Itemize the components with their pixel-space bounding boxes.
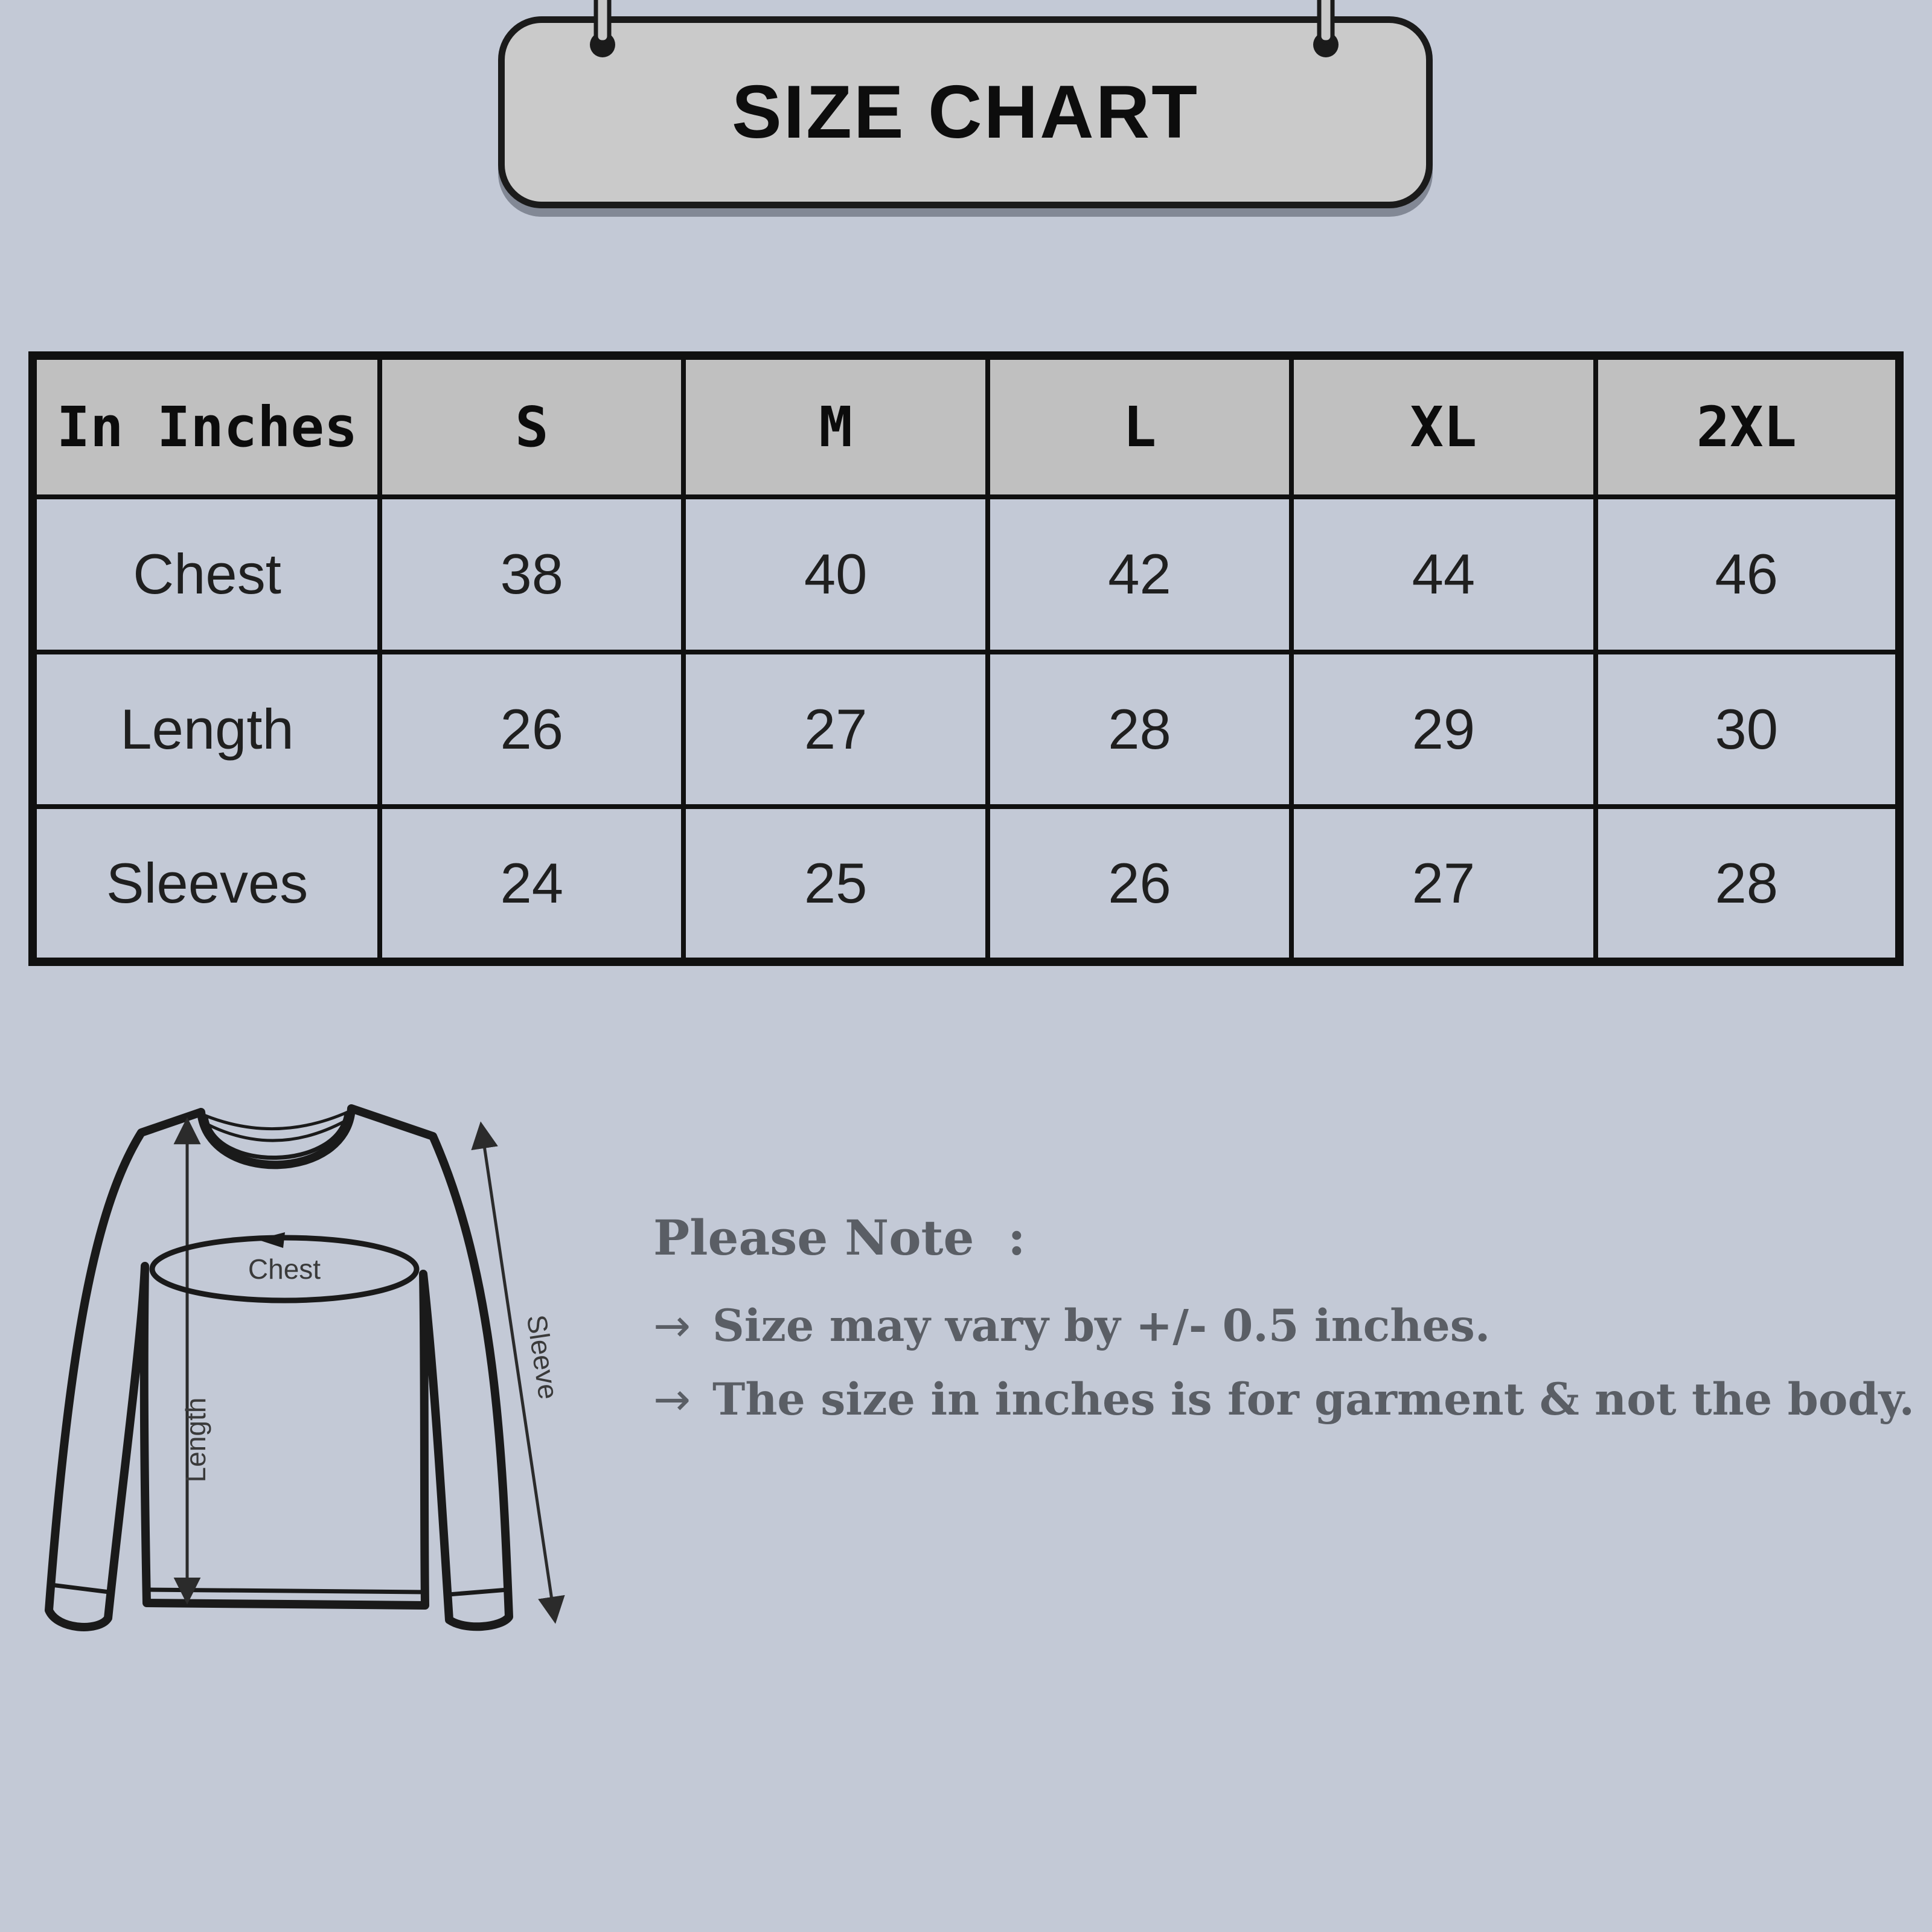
right-arrow-icon: → — [653, 1300, 691, 1352]
chest-2xl: 46 — [1593, 494, 1902, 654]
sign-string-right-icon — [1313, 0, 1339, 57]
unit-header-cell: In Inches — [30, 353, 383, 499]
sleeves-l: 26 — [985, 804, 1294, 964]
row-label-chest: Chest — [30, 494, 383, 654]
collar-inner-line — [203, 1111, 349, 1160]
length-l: 28 — [985, 649, 1294, 810]
sleeves-xl: 27 — [1289, 804, 1598, 964]
size-header-2xl: 2XL — [1593, 353, 1902, 499]
chest-xl: 44 — [1289, 494, 1598, 654]
back-collar-line-1 — [202, 1110, 351, 1130]
sleeves-m: 25 — [681, 804, 990, 964]
length-s: 26 — [377, 649, 686, 810]
table-header-row: In Inches S M L XL 2XL — [30, 353, 1902, 499]
string-rod-icon — [593, 0, 612, 45]
row-label-length: Length — [30, 649, 383, 810]
table-row-length: Length 26 27 28 29 30 — [30, 649, 1902, 810]
note-bullet-text: The size in inches is for garment & not … — [712, 1374, 1914, 1425]
string-rod-icon — [1317, 0, 1335, 45]
table-row-sleeves: Sleeves 24 25 26 27 28 — [30, 804, 1902, 964]
chest-label: Chest — [248, 1253, 321, 1285]
chest-l: 42 — [985, 494, 1294, 654]
sleeve-label: Sleeve — [521, 1313, 565, 1401]
sleeves-s: 24 — [377, 804, 686, 964]
back-collar-line-2 — [205, 1119, 348, 1142]
note-bullet-2: → The size in inches is for garment & no… — [653, 1366, 1914, 1433]
length-xl: 29 — [1289, 649, 1598, 810]
length-m: 27 — [681, 649, 990, 810]
note-section: Please Note : → Size may vary by +/- 0.5… — [653, 1208, 1914, 1433]
note-bullet-text: Size may vary by +/- 0.5 inches. — [712, 1300, 1491, 1352]
hem-band-line — [146, 1587, 426, 1595]
chest-s: 38 — [377, 494, 686, 654]
right-arrow-icon: → — [653, 1374, 691, 1425]
row-label-sleeves: Sleeves — [30, 804, 383, 964]
note-heading: Please Note : — [653, 1209, 1026, 1266]
size-table: In Inches S M L XL 2XL Chest 38 40 42 44… — [28, 351, 1904, 966]
size-header-l: L — [985, 353, 1294, 499]
note-bullet-1: → Size may vary by +/- 0.5 inches. — [653, 1292, 1909, 1360]
size-header-s: S — [377, 353, 686, 499]
sign-string-left-icon — [590, 0, 615, 57]
sleeve-arrow — [471, 1121, 565, 1624]
page-title: SIZE CHART — [732, 71, 1199, 154]
size-header-m: M — [681, 353, 990, 499]
tshirt-outline-icon — [45, 1104, 513, 1631]
length-label: Length — [180, 1398, 211, 1483]
sleeves-2xl: 28 — [1593, 804, 1902, 964]
length-2xl: 30 — [1593, 649, 1902, 810]
hanging-sign: SIZE CHART — [498, 16, 1433, 208]
left-cuff-band-line — [49, 1582, 112, 1595]
chest-arrowhead-icon — [257, 1232, 285, 1248]
right-cuff-band-line — [446, 1587, 510, 1597]
table-row-chest: Chest 38 40 42 44 46 — [30, 494, 1902, 654]
shirt-measurement-diagram: Length Chest Sleeve — [45, 1104, 565, 1631]
chest-m: 40 — [681, 494, 990, 654]
chest-ellipse — [149, 1235, 420, 1303]
size-header-xl: XL — [1289, 353, 1598, 499]
